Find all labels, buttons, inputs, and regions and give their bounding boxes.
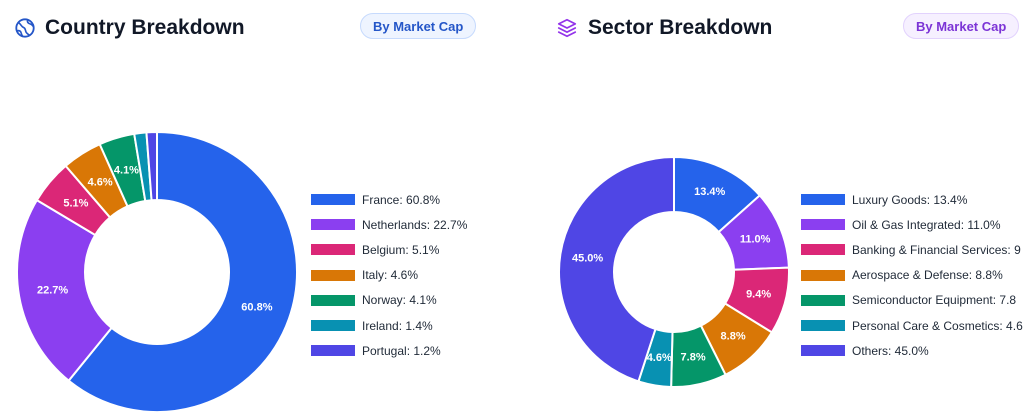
sector-data-label-2: 9.4% bbox=[746, 288, 771, 300]
sector-data-label-0: 13.4% bbox=[694, 186, 725, 198]
country-legend-item-6[interactable]: Portugal: 1.2% bbox=[311, 338, 467, 363]
sector-legend-item-4[interactable]: Semiconductor Equipment: 7.8 bbox=[801, 288, 1023, 313]
sector-slice-6[interactable] bbox=[558, 155, 675, 383]
country-legend-swatch-1 bbox=[311, 219, 355, 231]
country-legend-item-5[interactable]: Ireland: 1.4% bbox=[311, 313, 467, 338]
country-slice-6[interactable] bbox=[145, 130, 158, 202]
country-data-label-1: 22.7% bbox=[37, 284, 68, 296]
sector-legend-swatch-2 bbox=[801, 244, 845, 256]
globe-icon bbox=[15, 18, 35, 38]
sector-market-cap-button[interactable]: By Market Cap bbox=[903, 13, 1020, 39]
country-legend-item-0[interactable]: France: 60.8% bbox=[311, 187, 467, 212]
sector-legend-label-2: Banking & Financial Services: 9 bbox=[852, 242, 1021, 257]
sector-legend-swatch-0 bbox=[801, 194, 845, 206]
country-legend-label-2: Belgium: 5.1% bbox=[362, 242, 440, 257]
country-legend-label-6: Portugal: 1.2% bbox=[362, 343, 441, 358]
sector-legend-item-1[interactable]: Oil & Gas Integrated: 11.0% bbox=[801, 212, 1023, 237]
country-donut-chart: 60.8% 22.7% 5.1%4.6%4.1% bbox=[16, 130, 298, 413]
country-legend-item-3[interactable]: Italy: 4.6% bbox=[311, 263, 467, 288]
sector-legend-swatch-6 bbox=[801, 345, 845, 357]
country-legend-swatch-5 bbox=[311, 320, 355, 332]
country-legend-label-5: Ireland: 1.4% bbox=[362, 318, 433, 333]
sector-breakdown-panel: Sector Breakdown By Market Cap 13.4% 11.0… bbox=[512, 0, 1024, 420]
sector-data-label-6: 45.0% bbox=[572, 252, 603, 264]
sector-legend-item-6[interactable]: Others: 45.0% bbox=[801, 338, 1023, 363]
sector-header: Sector Breakdown By Market Cap bbox=[512, 10, 1024, 46]
country-legend-swatch-0 bbox=[311, 194, 355, 206]
sector-legend-swatch-4 bbox=[801, 294, 845, 306]
sector-legend-item-3[interactable]: Aerospace & Defense: 8.8% bbox=[801, 263, 1023, 288]
sector-legend-label-4: Semiconductor Equipment: 7.8 bbox=[852, 293, 1017, 308]
country-data-label-4: 4.1% bbox=[114, 165, 139, 177]
sector-legend-label-3: Aerospace & Defense: 8.8% bbox=[852, 268, 1003, 283]
country-legend-item-2[interactable]: Belgium: 5.1% bbox=[311, 237, 467, 262]
country-legend-swatch-4 bbox=[311, 294, 355, 306]
country-data-label-2: 5.1% bbox=[63, 198, 88, 210]
country-legend-swatch-6 bbox=[311, 345, 355, 357]
sector-legend-label-0: Luxury Goods: 13.4% bbox=[852, 192, 968, 207]
country-data-label-0: 60.8% bbox=[241, 301, 272, 313]
sector-legend: Luxury Goods: 13.4% Oil & Gas Integrated:… bbox=[801, 187, 1023, 363]
country-legend-label-0: France: 60.8% bbox=[362, 192, 441, 207]
sector-data-label-3: 8.8% bbox=[721, 331, 746, 343]
country-legend-swatch-3 bbox=[311, 269, 355, 281]
country-header: Country Breakdown By Market Cap bbox=[0, 10, 512, 46]
country-legend-item-4[interactable]: Norway: 4.1% bbox=[311, 288, 467, 313]
country-data-label-3: 4.6% bbox=[88, 177, 113, 189]
sector-legend-swatch-5 bbox=[801, 320, 845, 332]
sector-legend-label-6: Others: 45.0% bbox=[852, 343, 929, 358]
sector-data-label-5: 4.6% bbox=[647, 352, 672, 364]
layers-icon bbox=[557, 18, 577, 38]
country-slice-0[interactable] bbox=[67, 130, 298, 413]
sector-data-label-1: 11.0% bbox=[740, 233, 771, 245]
sector-legend-swatch-3 bbox=[801, 269, 845, 281]
country-market-cap-button[interactable]: By Market Cap bbox=[360, 13, 477, 39]
sector-donut-chart: 13.4% 11.0% 9.4% 8.8% 7.8% 4.6% 45.0% bbox=[558, 155, 790, 388]
sector-legend-item-5[interactable]: Personal Care & Cosmetics: 4.6 bbox=[801, 313, 1023, 338]
sector-legend-label-5: Personal Care & Cosmetics: 4.6 bbox=[852, 318, 1023, 333]
sector-title: Sector Breakdown bbox=[588, 16, 773, 39]
sector-legend-swatch-1 bbox=[801, 219, 845, 231]
country-legend-swatch-2 bbox=[311, 244, 355, 256]
country-legend-label-1: Netherlands: 22.7% bbox=[362, 217, 468, 232]
country-legend-item-1[interactable]: Netherlands: 22.7% bbox=[311, 212, 467, 237]
country-legend-label-3: Italy: 4.6% bbox=[362, 268, 419, 283]
country-breakdown-panel: Country Breakdown By Market Cap 60.8% 22.… bbox=[0, 10, 512, 413]
country-title: Country Breakdown bbox=[45, 16, 245, 39]
sector-legend-item-0[interactable]: Luxury Goods: 13.4% bbox=[801, 187, 1023, 212]
country-legend-label-4: Norway: 4.1% bbox=[362, 293, 437, 308]
country-legend: France: 60.8% Netherlands: 22.7% Belgium: … bbox=[311, 187, 467, 363]
sector-legend-label-1: Oil & Gas Integrated: 11.0% bbox=[852, 217, 1001, 232]
sector-legend-item-2[interactable]: Banking & Financial Services: 9 bbox=[801, 237, 1023, 262]
country-slice-1[interactable] bbox=[16, 198, 113, 383]
sector-data-label-4: 7.8% bbox=[681, 351, 706, 363]
